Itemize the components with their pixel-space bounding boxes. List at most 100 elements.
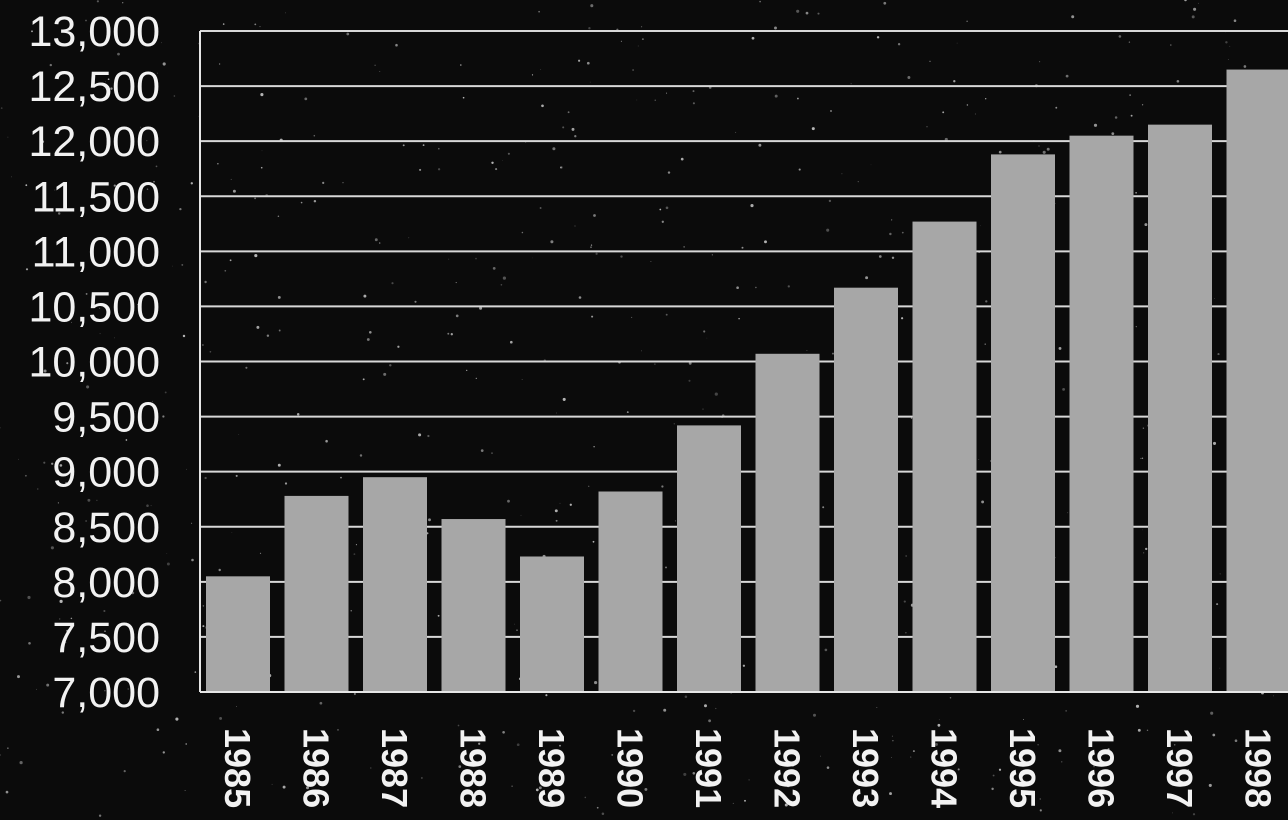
x-tick-label: 1997 xyxy=(1159,728,1200,808)
speckle xyxy=(943,736,945,738)
speckle xyxy=(1089,733,1090,734)
speckle xyxy=(395,43,398,47)
speckle xyxy=(0,107,3,109)
speckle xyxy=(414,300,417,303)
speckle xyxy=(217,163,219,165)
speckle xyxy=(1111,132,1115,136)
speckle xyxy=(186,468,188,470)
speckle xyxy=(1144,223,1148,227)
speckle xyxy=(981,500,985,504)
speckle xyxy=(665,313,668,316)
speckle xyxy=(460,64,462,66)
x-tick-label: 1996 xyxy=(1081,728,1122,808)
speckle xyxy=(811,127,815,131)
speckle xyxy=(185,743,188,745)
speckle xyxy=(346,32,350,36)
speckle xyxy=(567,111,570,114)
speckle xyxy=(956,42,958,44)
speckle xyxy=(1217,353,1220,356)
speckle xyxy=(259,552,262,555)
speckle xyxy=(1212,733,1216,737)
speckle xyxy=(492,267,496,270)
speckle xyxy=(202,625,205,628)
speckle xyxy=(204,476,207,480)
speckle xyxy=(355,544,357,546)
speckle xyxy=(374,64,376,66)
y-tick-label: 11,000 xyxy=(32,228,160,276)
speckle xyxy=(778,774,780,777)
speckle xyxy=(438,147,440,150)
speckle xyxy=(157,72,158,74)
speckle xyxy=(578,59,581,62)
speckle xyxy=(1130,114,1133,117)
speckle xyxy=(278,329,281,332)
speckle xyxy=(929,60,931,62)
speckle xyxy=(402,144,405,147)
bar-1987 xyxy=(363,477,427,692)
speckle xyxy=(59,618,61,620)
speckle xyxy=(892,740,894,742)
speckle xyxy=(554,509,558,513)
speckle xyxy=(507,499,510,503)
speckle xyxy=(11,176,12,178)
speckle xyxy=(125,439,128,441)
speckle xyxy=(594,681,598,685)
speckle xyxy=(383,372,387,376)
speckle xyxy=(949,697,952,699)
speckle xyxy=(261,150,263,152)
speckle xyxy=(1171,812,1173,814)
speckle xyxy=(379,71,381,72)
speckle xyxy=(117,52,120,56)
speckle xyxy=(491,161,494,165)
speckle xyxy=(876,36,880,39)
speckle xyxy=(54,189,56,191)
speckle xyxy=(684,695,688,698)
speckle xyxy=(1039,798,1041,800)
speckle xyxy=(857,180,859,183)
speckle xyxy=(661,485,664,488)
speckle xyxy=(1145,547,1148,551)
speckle xyxy=(478,742,481,745)
speckle xyxy=(306,786,309,790)
speckle xyxy=(1272,695,1274,697)
speckle xyxy=(86,385,90,389)
speckle xyxy=(1210,711,1214,715)
speckle xyxy=(389,364,392,367)
speckle xyxy=(578,296,582,299)
y-axis-tick-labels: 7,000 7,500 8,000 8,500 9,000 9,500 10,000 10,5… xyxy=(28,8,160,717)
speckle xyxy=(683,246,685,248)
speckle xyxy=(1021,803,1023,805)
speckle xyxy=(1208,783,1212,787)
speckle xyxy=(1146,729,1149,732)
speckle xyxy=(998,150,1002,154)
speckle xyxy=(891,219,893,221)
speckle xyxy=(1197,2,1199,4)
speckle xyxy=(991,787,994,791)
speckle xyxy=(985,98,987,100)
speckle xyxy=(1173,744,1176,746)
speckle xyxy=(509,340,513,344)
speckle xyxy=(148,348,150,350)
speckle xyxy=(711,254,713,256)
speckle xyxy=(1234,739,1238,742)
speckle xyxy=(475,257,477,260)
speckle xyxy=(1046,147,1050,151)
y-tick-label: 11,500 xyxy=(32,173,160,221)
y-tick-label: 7,000 xyxy=(52,669,160,717)
speckle xyxy=(592,540,595,543)
speckle xyxy=(155,165,158,168)
speckle xyxy=(61,711,64,714)
speckle xyxy=(1042,150,1046,154)
speckle xyxy=(418,433,422,437)
speckle xyxy=(140,126,142,128)
speckle xyxy=(586,61,590,65)
speckle xyxy=(715,707,717,710)
bar-1996 xyxy=(1069,135,1134,693)
speckle xyxy=(702,408,704,410)
speckle xyxy=(164,391,167,394)
speckle xyxy=(1212,441,1217,445)
speckle xyxy=(667,171,671,174)
speckle xyxy=(1039,61,1041,63)
speckle xyxy=(166,553,168,555)
speckle xyxy=(932,736,933,737)
